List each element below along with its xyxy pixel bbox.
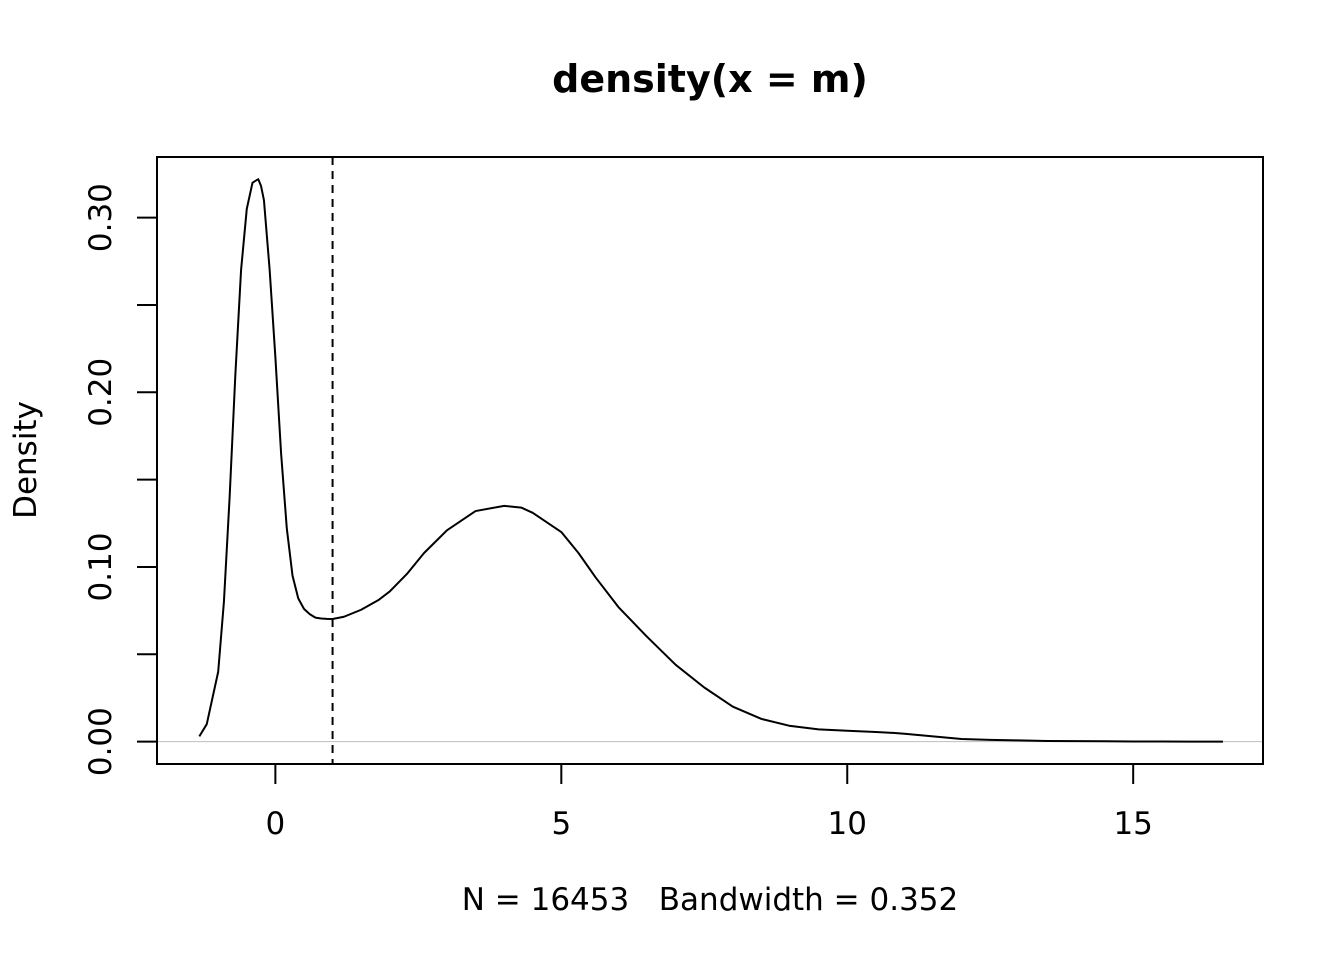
chart-title: density(x = m) (552, 57, 868, 101)
x-axis-label: N = 16453 Bandwidth = 0.352 (462, 882, 959, 918)
y-tick-label: 0.20 (83, 358, 119, 427)
plot-frame (156, 156, 1264, 765)
plot-area: 0 5 10 15 0.00 0.10 0.20 0.30 (83, 157, 1263, 842)
y-tick-label: 0.10 (83, 532, 119, 601)
y-tick-label: 0.00 (83, 707, 119, 776)
y-axis-label: Density (8, 401, 44, 519)
x-tick-label: 15 (1113, 806, 1152, 842)
x-tick-label: 10 (828, 806, 867, 842)
y-tick-label: 0.30 (83, 183, 119, 252)
density-curve-0 (198, 178, 1223, 743)
x-tick-label: 0 (266, 806, 286, 842)
x-tick-label: 5 (551, 806, 571, 842)
